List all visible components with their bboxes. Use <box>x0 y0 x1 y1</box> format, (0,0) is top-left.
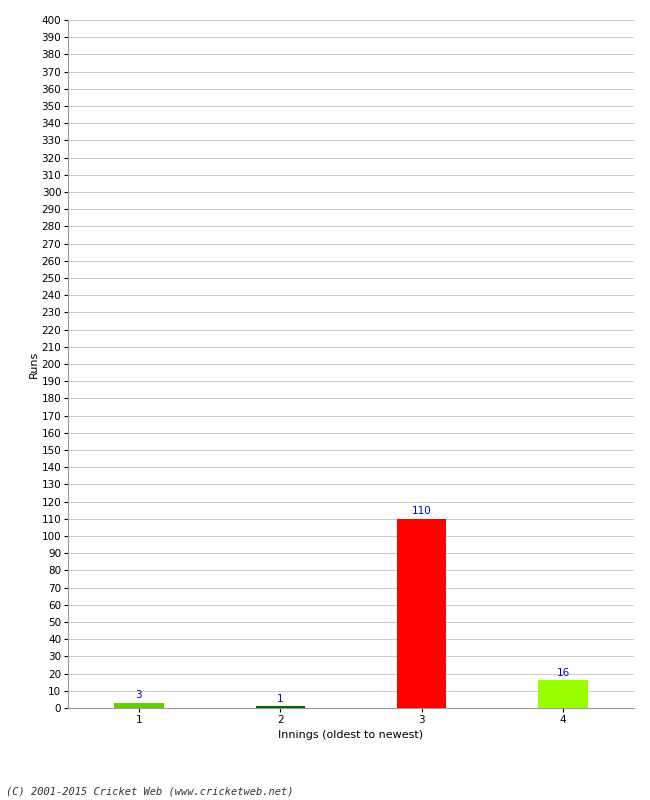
Text: 110: 110 <box>412 506 432 516</box>
X-axis label: Innings (oldest to newest): Innings (oldest to newest) <box>278 730 424 741</box>
Bar <box>255 706 305 708</box>
Bar <box>538 681 588 708</box>
Text: (C) 2001-2015 Cricket Web (www.cricketweb.net): (C) 2001-2015 Cricket Web (www.cricketwe… <box>6 786 294 796</box>
Text: 1: 1 <box>277 694 283 704</box>
Bar <box>114 703 164 708</box>
Y-axis label: Runs: Runs <box>29 350 39 378</box>
Bar <box>397 519 447 708</box>
Text: 3: 3 <box>136 690 142 700</box>
Text: 16: 16 <box>556 668 569 678</box>
